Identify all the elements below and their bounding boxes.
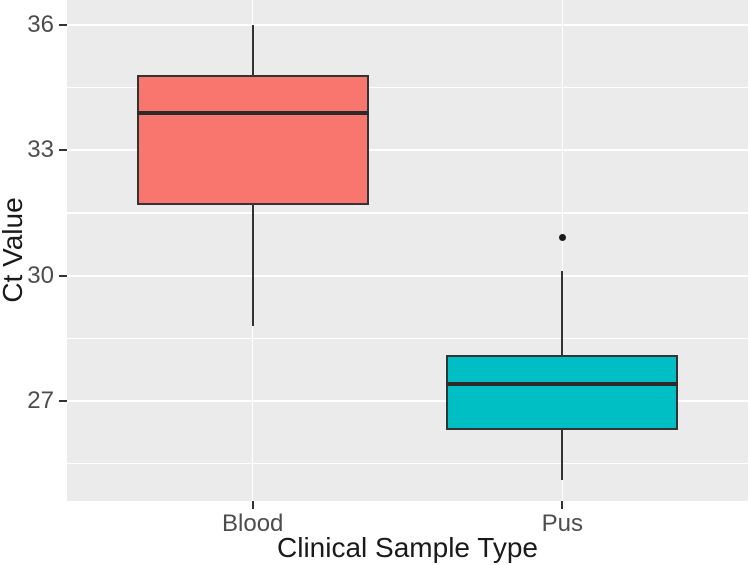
gridline-minor xyxy=(67,337,748,339)
gridline-minor xyxy=(67,87,748,89)
y-tick-label: 27 xyxy=(27,386,54,414)
median-line xyxy=(136,110,369,115)
y-tick-label: 30 xyxy=(27,261,54,289)
y-tick-mark xyxy=(59,399,67,402)
gridline-major xyxy=(67,24,748,27)
x-tick-mark xyxy=(561,501,564,509)
x-tick-mark xyxy=(251,501,254,509)
y-tick-mark xyxy=(59,24,67,27)
outlier-point xyxy=(558,234,566,242)
gridline-minor xyxy=(67,462,748,465)
plot-panel xyxy=(67,0,748,501)
y-tick-label: 36 xyxy=(27,11,54,39)
x-tick-label: Pus xyxy=(541,510,583,537)
y-tick-mark xyxy=(59,149,67,152)
box-blood xyxy=(136,75,369,205)
gridline-category xyxy=(561,0,564,501)
gridline-major xyxy=(67,149,748,152)
box-pus xyxy=(446,354,679,431)
gridline-major xyxy=(67,274,748,277)
x-axis-title: Clinical Sample Type xyxy=(277,532,538,563)
y-tick-mark xyxy=(59,274,67,277)
gridline-major xyxy=(67,399,748,402)
y-tick-label: 33 xyxy=(27,136,54,164)
gridline-minor xyxy=(67,212,748,214)
median-line xyxy=(446,382,679,387)
x-tick-label: Blood xyxy=(222,510,284,537)
